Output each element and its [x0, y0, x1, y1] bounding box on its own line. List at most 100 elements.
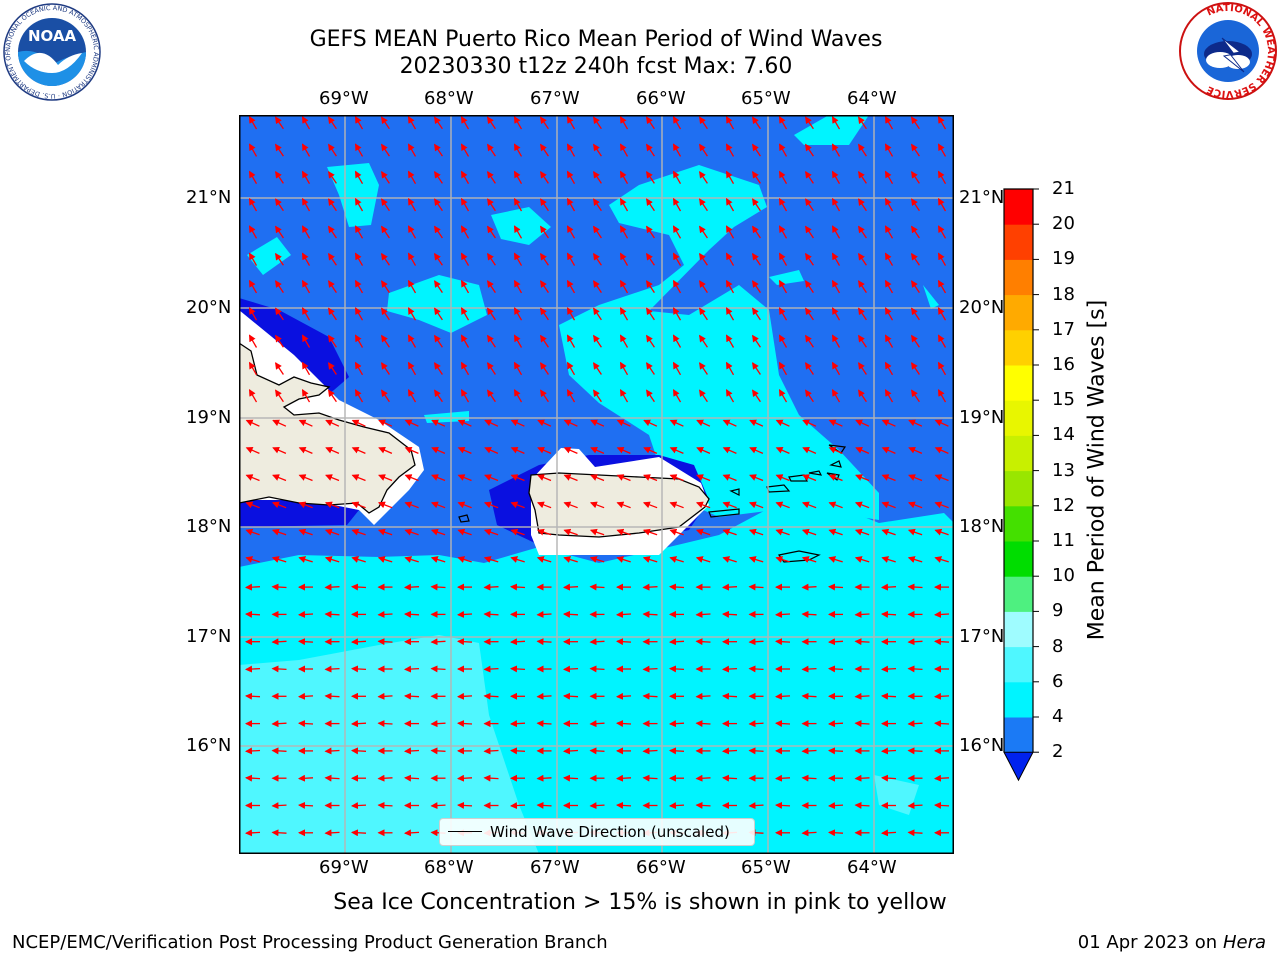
wind-wave-arrow	[619, 197, 629, 212]
colorbar-tick-label: 10	[1052, 565, 1075, 587]
wind-wave-arrow	[831, 361, 841, 376]
wind-wave-arrow	[275, 143, 284, 157]
wind-wave-arrow	[937, 225, 947, 239]
noaa-logo: NATIONAL OCEANIC AND ATMOSPHERIC ADMINIS…	[2, 3, 101, 101]
wind-wave-arrow	[298, 528, 313, 536]
wind-wave-arrow	[828, 528, 843, 536]
wind-wave-arrow	[510, 665, 526, 673]
wind-wave-arrow	[248, 143, 258, 157]
wind-wave-arrow	[642, 665, 658, 673]
wind-wave-arrow	[646, 116, 655, 130]
wind-wave-arrow	[301, 307, 311, 321]
wind-wave-arrow	[272, 446, 287, 454]
wind-wave-arrow	[805, 143, 814, 157]
lat-tick-left-19n: 19°N	[186, 407, 232, 428]
wind-wave-arrow	[699, 280, 708, 293]
wind-wave-arrow	[434, 143, 443, 157]
wind-wave-arrow	[404, 829, 420, 837]
wind-wave-arrow	[377, 501, 393, 509]
wind-wave-arrow	[937, 307, 947, 321]
wind-wave-arrow	[460, 279, 470, 294]
wind-wave-arrow	[854, 638, 870, 646]
wind-wave-arrow	[245, 474, 260, 482]
wind-wave-arrow	[696, 419, 711, 427]
wind-wave-arrow	[722, 692, 738, 700]
wind-wave-arrow	[510, 638, 526, 646]
wind-wave-arrow	[275, 252, 284, 266]
lon-tick-bottom-66w: 66°W	[636, 857, 686, 878]
wind-wave-arrow	[778, 225, 788, 239]
wind-wave-arrow	[354, 334, 364, 348]
wind-wave-arrow	[934, 774, 950, 782]
wind-wave-arrow	[775, 474, 790, 482]
wind-wave-arrow	[911, 143, 920, 157]
wind-wave-arrow	[248, 252, 258, 266]
wind-wave-arrow	[324, 829, 340, 837]
wind-wave-arrow	[937, 116, 947, 130]
footer-date: 01 Apr 2023 on Hera	[1078, 932, 1266, 953]
lon-tick-bottom-68w: 68°W	[424, 857, 474, 878]
wind-wave-arrow	[271, 528, 287, 536]
wind-wave-arrow	[805, 225, 814, 239]
wind-wave-arrow	[752, 389, 761, 403]
wind-wave-arrow	[858, 334, 867, 348]
wind-wave-arrow	[460, 197, 470, 212]
wind-wave-arrow	[271, 829, 287, 837]
wind-wave-arrow	[510, 720, 526, 728]
wind-wave-arrow	[513, 361, 523, 376]
wind-wave-arrow	[324, 528, 340, 536]
wind-wave-arrow	[431, 474, 446, 482]
wind-wave-arrow	[298, 474, 313, 482]
legend-label: Wind Wave Direction (unscaled)	[490, 823, 730, 841]
colorbar-tick-label: 20	[1052, 213, 1075, 235]
wind-wave-arrow	[937, 252, 947, 266]
wind-wave-arrow	[619, 389, 629, 403]
wind-wave-arrow	[275, 170, 284, 184]
wind-wave-arrow	[431, 446, 446, 454]
wind-wave-arrow	[699, 143, 708, 157]
cyan-patch-5	[794, 115, 869, 145]
wind-wave-arrow	[275, 198, 284, 212]
wind-wave-arrow	[672, 307, 682, 321]
wind-wave-arrow	[722, 774, 738, 782]
wind-wave-arrow	[301, 225, 311, 239]
wind-wave-arrow	[354, 361, 364, 376]
wind-wave-arrow	[669, 638, 685, 646]
wind-wave-arrow	[351, 829, 367, 837]
wind-wave-arrow	[748, 747, 764, 755]
wind-wave-arrow	[328, 143, 337, 157]
wind-wave-arrow	[672, 334, 682, 348]
wind-wave-arrow	[589, 501, 605, 509]
wind-wave-arrow	[616, 720, 632, 728]
wind-wave-arrow	[646, 198, 655, 212]
wind-wave-arrow	[563, 747, 579, 755]
wind-wave-arrow	[430, 747, 446, 755]
wind-wave-arrow	[616, 610, 632, 618]
wind-wave-arrow	[434, 280, 443, 293]
lat-tick-left-21n: 21°N	[186, 187, 232, 208]
wind-wave-arrow	[407, 143, 417, 157]
wind-wave-arrow	[301, 389, 311, 403]
colorbar-segment	[1004, 681, 1033, 718]
wind-wave-arrow	[616, 774, 632, 782]
wind-wave-arrow	[828, 446, 843, 454]
wind-wave-arrow	[407, 252, 417, 266]
wind-wave-arrow	[513, 225, 523, 239]
wind-wave-arrow	[831, 170, 841, 185]
wind-wave-arrow	[907, 501, 923, 509]
wind-wave-arrow	[248, 116, 258, 130]
wind-wave-arrow	[805, 334, 814, 348]
wind-wave-arrow	[510, 474, 525, 482]
wind-wave-arrow	[245, 501, 260, 509]
wind-wave-arrow	[275, 307, 284, 321]
wind-wave-arrow	[407, 334, 417, 348]
wind-wave-arrow	[642, 747, 658, 755]
wind-wave-arrow	[566, 389, 576, 403]
lon-tick-top-65w: 65°W	[741, 88, 791, 109]
wind-wave-arrow	[858, 225, 867, 239]
wind-wave-arrow	[589, 583, 605, 591]
wind-wave-arrow	[593, 280, 602, 293]
wind-wave-arrow	[619, 225, 629, 239]
wind-wave-arrow	[275, 116, 284, 130]
wind-wave-arrow	[434, 170, 443, 184]
